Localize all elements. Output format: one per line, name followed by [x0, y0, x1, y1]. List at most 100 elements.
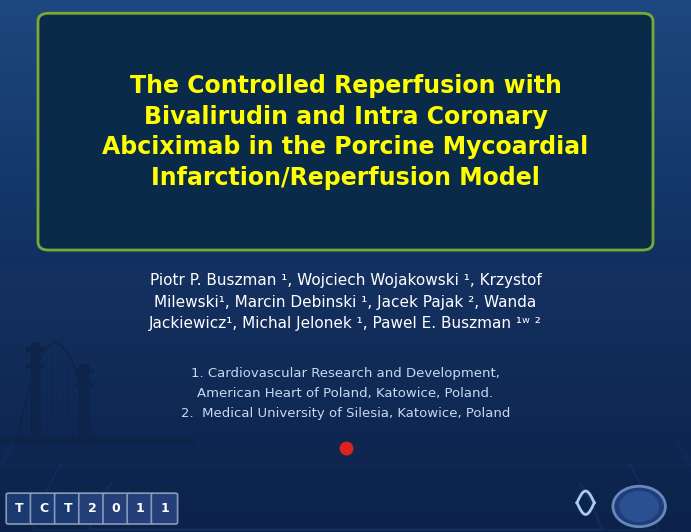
Bar — [0, 394, 691, 397]
Bar — [31, 343, 39, 444]
Bar — [0, 461, 691, 464]
Bar — [0, 390, 691, 394]
Bar — [0, 78, 691, 81]
Bar — [0, 464, 691, 468]
Bar — [0, 99, 691, 101]
Text: 1: 1 — [160, 502, 169, 515]
Bar — [0, 197, 691, 198]
Bar — [0, 220, 691, 222]
Bar — [0, 266, 691, 270]
Bar — [0, 252, 691, 255]
Bar — [0, 422, 691, 426]
Bar — [0, 74, 691, 78]
Text: 1. Cardiovascular Research and Development,: 1. Cardiovascular Research and Developme… — [191, 368, 500, 380]
Bar — [0, 101, 691, 103]
FancyBboxPatch shape — [103, 493, 129, 524]
FancyBboxPatch shape — [30, 493, 57, 524]
Bar — [0, 4, 691, 7]
Bar — [0, 230, 691, 232]
Bar — [0, 170, 691, 174]
Bar — [0, 113, 691, 117]
Bar — [0, 23, 691, 25]
Bar — [0, 369, 691, 372]
Bar — [0, 436, 691, 440]
Bar — [0, 217, 691, 218]
Bar — [0, 161, 691, 163]
Bar — [0, 209, 691, 211]
FancyBboxPatch shape — [79, 493, 105, 524]
Bar — [0, 108, 691, 110]
Bar — [0, 334, 691, 337]
Bar — [0, 133, 691, 135]
Bar — [0, 52, 691, 53]
Bar — [0, 160, 691, 161]
Bar — [0, 128, 691, 131]
Bar — [0, 169, 691, 170]
Bar — [0, 404, 691, 408]
Bar — [0, 234, 691, 236]
FancyBboxPatch shape — [151, 493, 178, 524]
Bar — [0, 305, 691, 309]
Bar — [0, 96, 691, 97]
Bar — [0, 255, 691, 257]
Bar — [0, 309, 691, 312]
Bar — [0, 365, 691, 369]
Bar — [0, 170, 691, 172]
Bar — [0, 259, 691, 262]
Bar — [0, 53, 691, 57]
Bar — [0, 344, 691, 347]
Bar — [0, 57, 691, 59]
Bar — [0, 4, 691, 5]
Bar — [0, 37, 691, 39]
Bar — [0, 110, 691, 112]
Bar — [0, 475, 691, 479]
Bar — [0, 43, 691, 44]
Bar — [0, 60, 691, 64]
Bar — [0, 30, 691, 32]
Bar — [0, 528, 691, 532]
Text: T: T — [15, 502, 23, 515]
Bar — [0, 270, 691, 273]
Bar — [0, 330, 691, 334]
Bar — [0, 106, 691, 110]
Bar — [0, 227, 691, 229]
Bar — [75, 383, 93, 386]
Bar — [0, 126, 691, 128]
Text: The Controlled Reperfusion with
Bivalirudin and Intra Coronary
Abciximab in the : The Controlled Reperfusion with Bivaliru… — [102, 74, 589, 190]
Bar — [0, 92, 691, 94]
Bar — [0, 121, 691, 122]
Bar — [0, 153, 691, 156]
Bar — [0, 53, 691, 55]
Bar — [0, 192, 691, 195]
Text: C: C — [39, 502, 48, 515]
Bar — [0, 60, 691, 62]
Bar — [0, 204, 691, 206]
Bar — [0, 64, 691, 65]
Bar — [0, 28, 691, 30]
Bar — [0, 97, 691, 99]
Bar — [0, 85, 691, 89]
Bar — [0, 135, 691, 138]
Bar — [0, 68, 691, 69]
Bar — [0, 87, 691, 89]
Bar — [0, 351, 691, 355]
Bar — [0, 181, 691, 182]
Bar — [0, 372, 691, 376]
Bar — [0, 131, 691, 135]
Bar — [0, 96, 691, 99]
Bar — [0, 25, 691, 27]
Bar — [0, 504, 691, 507]
Text: Piotr P. Buszman ¹, Wojciech Wojakowski ¹, Krzystof
Milewski¹, Marcin Debinski ¹: Piotr P. Buszman ¹, Wojciech Wojakowski … — [149, 273, 542, 331]
Bar — [0, 397, 691, 401]
Bar — [0, 195, 691, 197]
Bar — [0, 419, 691, 422]
Bar — [0, 411, 691, 415]
Bar — [0, 18, 691, 21]
Bar — [0, 264, 691, 266]
Bar — [0, 167, 691, 170]
Bar — [0, 440, 691, 443]
Bar — [0, 71, 691, 74]
Bar — [0, 291, 691, 294]
Bar — [0, 408, 691, 411]
Bar — [0, 117, 691, 119]
